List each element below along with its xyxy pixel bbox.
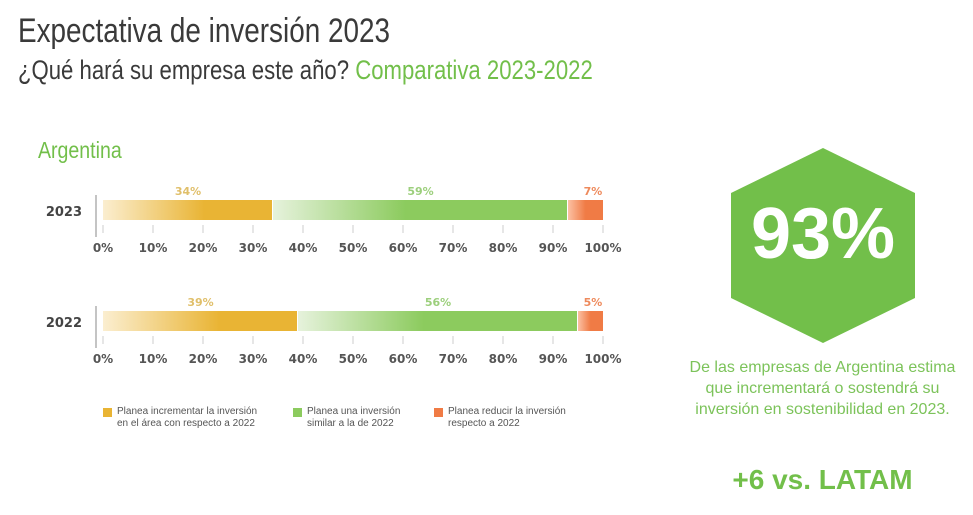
subtitle-question: ¿Qué hará su empresa este año?: [18, 55, 350, 85]
data-label: 59%: [407, 185, 433, 198]
x-tick-label: 60%: [389, 352, 418, 366]
data-label: 56%: [425, 296, 451, 309]
bar-segment: [578, 311, 603, 331]
x-tick-label: 90%: [539, 352, 568, 366]
legend-swatch: [103, 408, 112, 417]
legend-label: respecto a 2022: [448, 418, 520, 429]
category-label: 2023: [46, 205, 82, 220]
highlight-description: De las empresas de Argentina estima que …: [689, 359, 956, 418]
x-tick-label: 70%: [439, 241, 468, 255]
legend-label: Planea una inversión: [307, 406, 401, 417]
page-title: Expectativa de inversión 2023: [18, 12, 390, 50]
hexagon-badge: [731, 148, 915, 343]
x-tick-label: 30%: [239, 241, 268, 255]
x-tick-label: 60%: [389, 241, 418, 255]
subtitle-highlight: Comparativa 2023-2022: [355, 55, 593, 85]
highlight-value: 93%: [750, 194, 896, 274]
data-label: 7%: [584, 185, 603, 198]
data-label: 5%: [584, 296, 603, 309]
country-label: Argentina: [38, 137, 122, 163]
category-label: 2022: [46, 316, 82, 331]
bar-segment: [298, 311, 577, 331]
data-label: 34%: [175, 185, 201, 198]
bar-segment: [568, 200, 603, 220]
x-tick-label: 80%: [489, 241, 518, 255]
data-label: 39%: [187, 296, 213, 309]
x-tick-label: 90%: [539, 241, 568, 255]
x-tick-label: 30%: [239, 352, 268, 366]
page-subtitle: ¿Qué hará su empresa este año? Comparati…: [18, 55, 593, 86]
latam-comparison: +6 vs. LATAM: [732, 464, 913, 495]
x-tick-label: 100%: [584, 241, 621, 255]
legend-label: Planea reducir la inversión: [448, 406, 566, 417]
bar-segment: [103, 200, 272, 220]
x-tick-label: 40%: [289, 352, 318, 366]
bar-segment: [273, 200, 567, 220]
x-tick-label: 0%: [93, 241, 113, 255]
legend-label: similar a la de 2022: [307, 418, 394, 429]
legend-item-increase: Planea incrementar la inversión en el áre…: [103, 406, 257, 430]
legend-item-reduce: Planea reducir la inversión respecto a 20…: [434, 406, 566, 430]
x-tick-label: 0%: [93, 352, 113, 366]
x-tick-label: 50%: [339, 352, 368, 366]
x-tick-label: 80%: [489, 352, 518, 366]
x-tick-label: 20%: [189, 241, 218, 255]
legend-swatch: [434, 408, 443, 417]
x-tick-label: 100%: [584, 352, 621, 366]
x-tick-label: 10%: [139, 241, 168, 255]
x-tick-label: 70%: [439, 352, 468, 366]
x-tick-label: 20%: [189, 352, 218, 366]
legend-swatch: [293, 408, 302, 417]
legend-item-similar: Planea una inversión similar a la de 2022: [293, 406, 400, 430]
x-tick-label: 10%: [139, 352, 168, 366]
legend-label: en el área con respecto a 2022: [117, 418, 255, 429]
stacked-bar-chart: 2023 0% 10% 20% 30% 40% 50% 60% 70% 80% 90% 100% 34%…: [46, 185, 622, 366]
x-tick-label: 50%: [339, 241, 368, 255]
bar-segment: [103, 311, 297, 331]
x-tick-label: 40%: [289, 241, 318, 255]
legend-label: Planea incrementar la inversión: [117, 406, 258, 417]
